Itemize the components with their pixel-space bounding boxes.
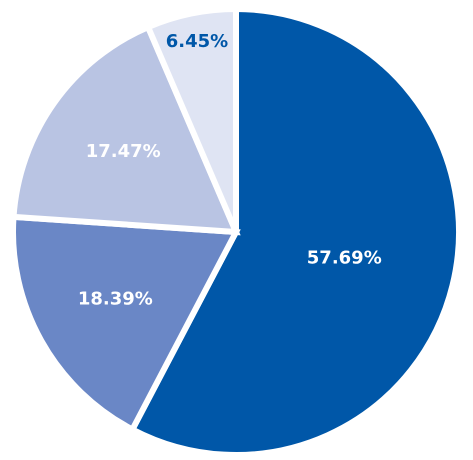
data-label: 17.47% bbox=[86, 141, 161, 162]
pie-slice bbox=[10, 213, 241, 434]
pie-slice bbox=[144, 5, 239, 234]
pie-slice bbox=[10, 23, 241, 236]
data-label: 18.39% bbox=[78, 288, 153, 309]
data-label: 6.45% bbox=[166, 31, 228, 52]
data-label: 57.69% bbox=[307, 248, 382, 269]
pie-slice bbox=[128, 5, 462, 458]
